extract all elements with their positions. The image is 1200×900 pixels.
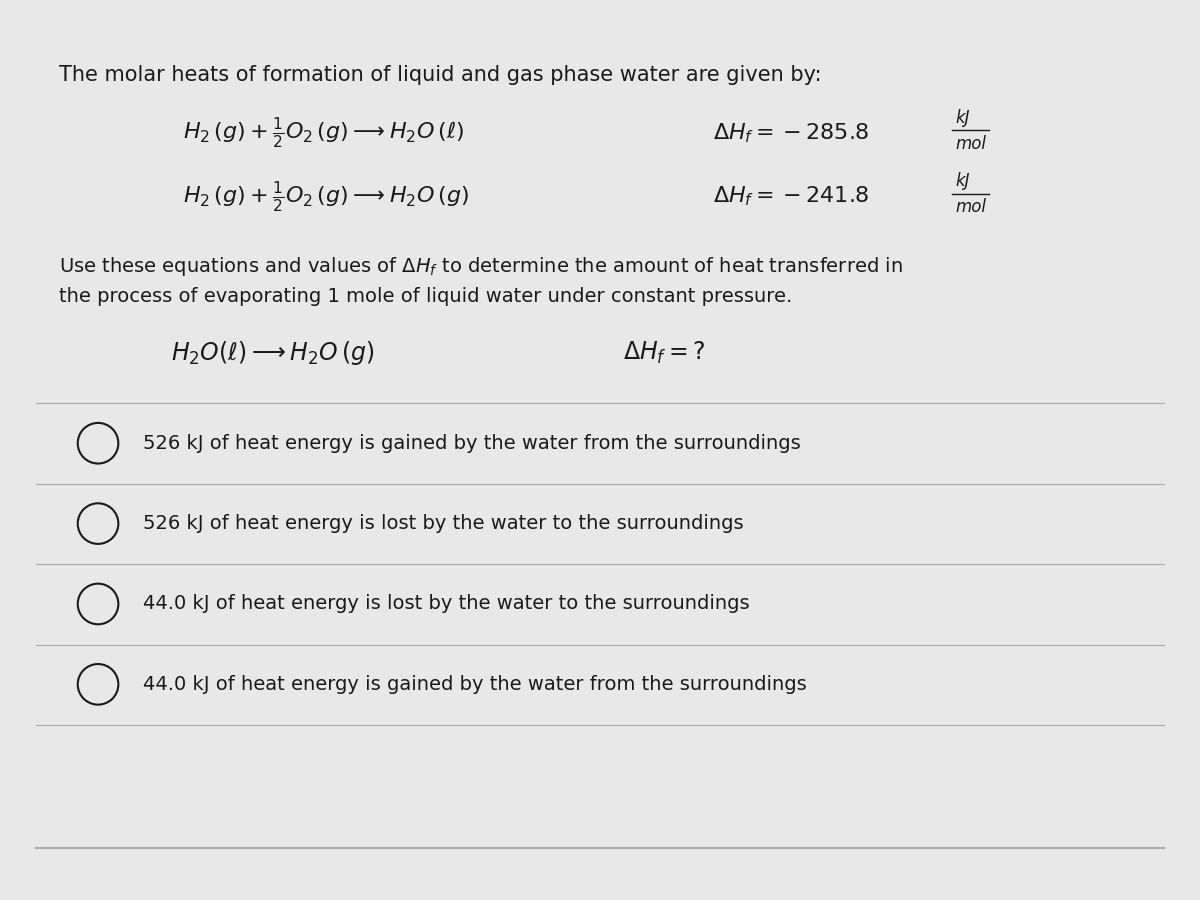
Text: 526 kJ of heat energy is lost by the water to the surroundings: 526 kJ of heat energy is lost by the wat… [143, 514, 744, 533]
Text: $\Delta H_f = -285.8$: $\Delta H_f = -285.8$ [713, 121, 869, 145]
Text: $\Delta H_f = -241.8$: $\Delta H_f = -241.8$ [713, 184, 869, 208]
Text: 44.0 kJ of heat energy is gained by the water from the surroundings: 44.0 kJ of heat energy is gained by the … [143, 675, 806, 694]
Text: The molar heats of formation of liquid and gas phase water are given by:: The molar heats of formation of liquid a… [59, 65, 821, 86]
Text: Use these equations and values of $\Delta H_f$ to determine the amount of heat t: Use these equations and values of $\Delt… [59, 256, 902, 306]
Text: 44.0 kJ of heat energy is lost by the water to the surroundings: 44.0 kJ of heat energy is lost by the wa… [143, 595, 750, 614]
Text: 526 kJ of heat energy is gained by the water from the surroundings: 526 kJ of heat energy is gained by the w… [143, 434, 800, 453]
Text: $H_2\,(g) + \frac{1}{2}O_2\,(g) \longrightarrow H_2O\,(\ell)$: $H_2\,(g) + \frac{1}{2}O_2\,(g) \longrig… [182, 115, 463, 150]
Text: mol: mol [955, 135, 986, 153]
Text: $\Delta H_f = ?$: $\Delta H_f = ?$ [623, 339, 704, 365]
Text: $H_2\,(g) + \frac{1}{2}O_2\,(g) \longrightarrow H_2O\,(g)$: $H_2\,(g) + \frac{1}{2}O_2\,(g) \longrig… [182, 179, 468, 213]
Text: kJ: kJ [955, 109, 970, 127]
Text: kJ: kJ [955, 172, 970, 190]
Text: $H_2O(\ell) \longrightarrow H_2O\,(g)$: $H_2O(\ell) \longrightarrow H_2O\,(g)$ [172, 338, 374, 366]
Text: mol: mol [955, 198, 986, 216]
